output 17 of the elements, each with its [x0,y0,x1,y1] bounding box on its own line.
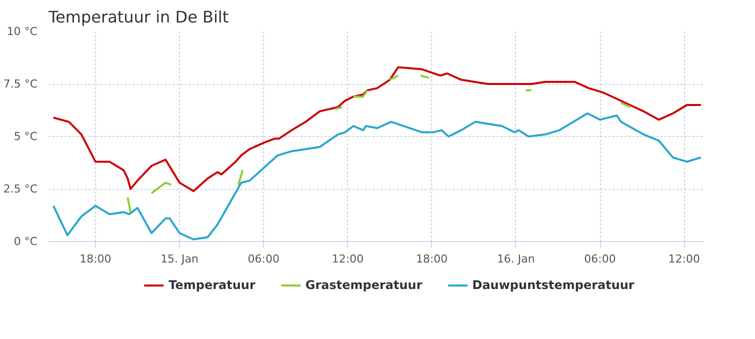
legend-label: Dauwpuntstemperatuur [472,278,634,292]
y-tick-label: 0 °C [14,235,38,248]
chart-title: Temperatuur in De Bilt [48,8,229,26]
y-tick-label: 7.5 °C [3,78,38,90]
y-tick-label: 10 °C [6,25,38,38]
x-tick-label: 12:00 [332,252,364,266]
x-tick-label: 15. Jan [160,252,199,266]
x-tick-label: 12:00 [668,252,700,266]
y-tick-label: 5 °C [14,130,38,143]
x-tick-label: 16. Jan [496,252,535,266]
legend-label: Grastemperatuur [305,278,422,292]
x-tick-label: 18:00 [80,252,112,266]
x-tick-label: 06:00 [248,252,280,266]
y-tick-label: 2.5 °C [3,182,38,196]
x-tick-label: 06:00 [584,252,616,266]
x-tick-label: 18:00 [416,252,448,266]
legend-label: Temperatuur [168,278,256,292]
